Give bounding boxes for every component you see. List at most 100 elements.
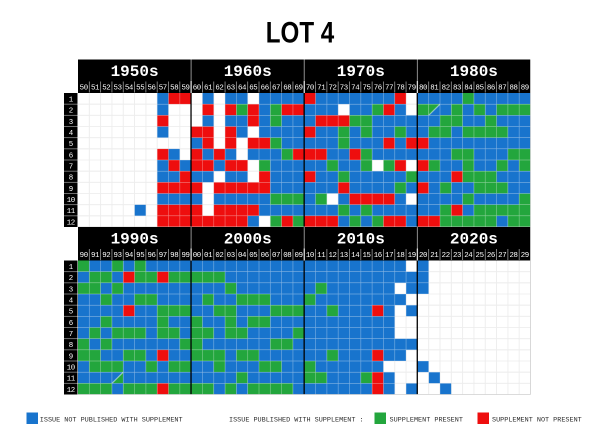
svg-text:5: 5	[69, 141, 73, 149]
svg-text:61: 61	[204, 85, 213, 93]
svg-text:50: 50	[80, 85, 88, 93]
svg-text:67: 67	[272, 85, 280, 93]
svg-text:4: 4	[69, 298, 74, 306]
svg-text:80: 80	[419, 85, 427, 93]
svg-text:91: 91	[91, 252, 100, 260]
svg-text:54: 54	[125, 85, 134, 93]
svg-text:17: 17	[385, 252, 393, 260]
svg-text:95: 95	[136, 252, 144, 260]
svg-text:55: 55	[136, 85, 144, 93]
svg-text:23: 23	[453, 252, 461, 260]
svg-text:03: 03	[227, 252, 235, 260]
svg-text:86: 86	[487, 85, 495, 93]
svg-text:73: 73	[340, 85, 348, 93]
svg-text:2: 2	[69, 108, 73, 116]
svg-text:11: 11	[67, 208, 76, 216]
svg-text:26: 26	[487, 252, 495, 260]
svg-text:2000s: 2000s	[224, 231, 272, 249]
svg-text:ISSUE NOT PUBLISHED WITH SUPPL: ISSUE NOT PUBLISHED WITH SUPPLEMENT	[40, 417, 183, 425]
svg-text:ISSUE PUBLISHED WITH SUPPLEMEN: ISSUE PUBLISHED WITH SUPPLEMENT :	[229, 417, 364, 425]
svg-text:3: 3	[69, 286, 73, 294]
svg-text:93: 93	[114, 252, 122, 260]
svg-text:06: 06	[261, 252, 269, 260]
svg-text:10: 10	[67, 197, 75, 205]
svg-text:6: 6	[69, 152, 73, 160]
svg-text:18: 18	[396, 252, 404, 260]
svg-text:9: 9	[69, 353, 73, 361]
svg-text:7: 7	[69, 164, 73, 172]
svg-text:1960s: 1960s	[224, 63, 272, 81]
svg-text:16: 16	[374, 252, 382, 260]
svg-text:82: 82	[442, 85, 450, 93]
svg-text:11: 11	[317, 252, 326, 260]
svg-text:19: 19	[408, 252, 416, 260]
svg-text:77: 77	[385, 85, 393, 93]
svg-text:13: 13	[340, 252, 348, 260]
svg-text:94: 94	[125, 252, 134, 260]
svg-text:88: 88	[509, 85, 517, 93]
svg-text:00: 00	[193, 252, 201, 260]
svg-text:11: 11	[67, 376, 76, 384]
svg-text:1: 1	[69, 97, 74, 105]
svg-text:7: 7	[69, 331, 73, 339]
svg-text:3: 3	[69, 119, 73, 127]
svg-text:53: 53	[114, 85, 122, 93]
svg-text:75: 75	[362, 85, 370, 93]
svg-text:04: 04	[238, 252, 247, 260]
svg-text:2020s: 2020s	[450, 231, 498, 249]
svg-text:21: 21	[430, 252, 439, 260]
svg-text:56: 56	[147, 85, 155, 93]
svg-text:51: 51	[91, 85, 100, 93]
svg-text:28: 28	[509, 252, 517, 260]
svg-text:69: 69	[295, 85, 303, 93]
svg-text:24: 24	[464, 252, 473, 260]
svg-text:05: 05	[249, 252, 257, 260]
svg-text:72: 72	[328, 85, 336, 93]
svg-text:09: 09	[295, 252, 303, 260]
svg-text:83: 83	[453, 85, 461, 93]
svg-text:90: 90	[80, 252, 88, 260]
svg-text:65: 65	[249, 85, 257, 93]
svg-text:29: 29	[521, 252, 529, 260]
svg-text:12: 12	[67, 219, 75, 227]
svg-text:57: 57	[159, 85, 167, 93]
svg-text:97: 97	[159, 252, 167, 260]
svg-text:07: 07	[272, 252, 280, 260]
svg-text:62: 62	[215, 85, 223, 93]
svg-text:2: 2	[69, 275, 73, 283]
svg-text:08: 08	[283, 252, 291, 260]
svg-text:58: 58	[170, 85, 178, 93]
svg-text:70: 70	[306, 85, 314, 93]
svg-text:1990s: 1990s	[111, 231, 159, 249]
svg-text:68: 68	[283, 85, 291, 93]
svg-text:10: 10	[67, 365, 75, 373]
svg-text:01: 01	[204, 252, 213, 260]
svg-text:81: 81	[430, 85, 439, 93]
svg-text:79: 79	[408, 85, 416, 93]
svg-text:SUPPLEMENT NOT PRESENT: SUPPLEMENT NOT PRESENT	[492, 417, 582, 425]
svg-text:4: 4	[69, 130, 74, 138]
svg-text:59: 59	[181, 85, 189, 93]
svg-text:66: 66	[261, 85, 269, 93]
svg-text:20: 20	[419, 252, 427, 260]
svg-text:89: 89	[521, 85, 529, 93]
svg-text:60: 60	[193, 85, 201, 93]
svg-text:6: 6	[69, 320, 73, 328]
svg-text:10: 10	[306, 252, 314, 260]
svg-text:2010s: 2010s	[337, 231, 385, 249]
svg-text:84: 84	[464, 85, 473, 93]
svg-text:1970s: 1970s	[337, 63, 385, 81]
svg-text:14: 14	[351, 252, 360, 260]
svg-text:SUPPLEMENT PRESENT: SUPPLEMENT PRESENT	[390, 417, 463, 425]
svg-text:9: 9	[69, 186, 73, 194]
svg-text:99: 99	[181, 252, 189, 260]
svg-text:87: 87	[498, 85, 506, 93]
svg-text:1: 1	[69, 264, 74, 272]
svg-text:78: 78	[396, 85, 404, 93]
svg-text:02: 02	[215, 252, 223, 260]
svg-text:63: 63	[227, 85, 235, 93]
svg-text:8: 8	[69, 342, 73, 350]
svg-text:12: 12	[328, 252, 336, 260]
svg-text:71: 71	[317, 85, 326, 93]
svg-text:92: 92	[102, 252, 110, 260]
